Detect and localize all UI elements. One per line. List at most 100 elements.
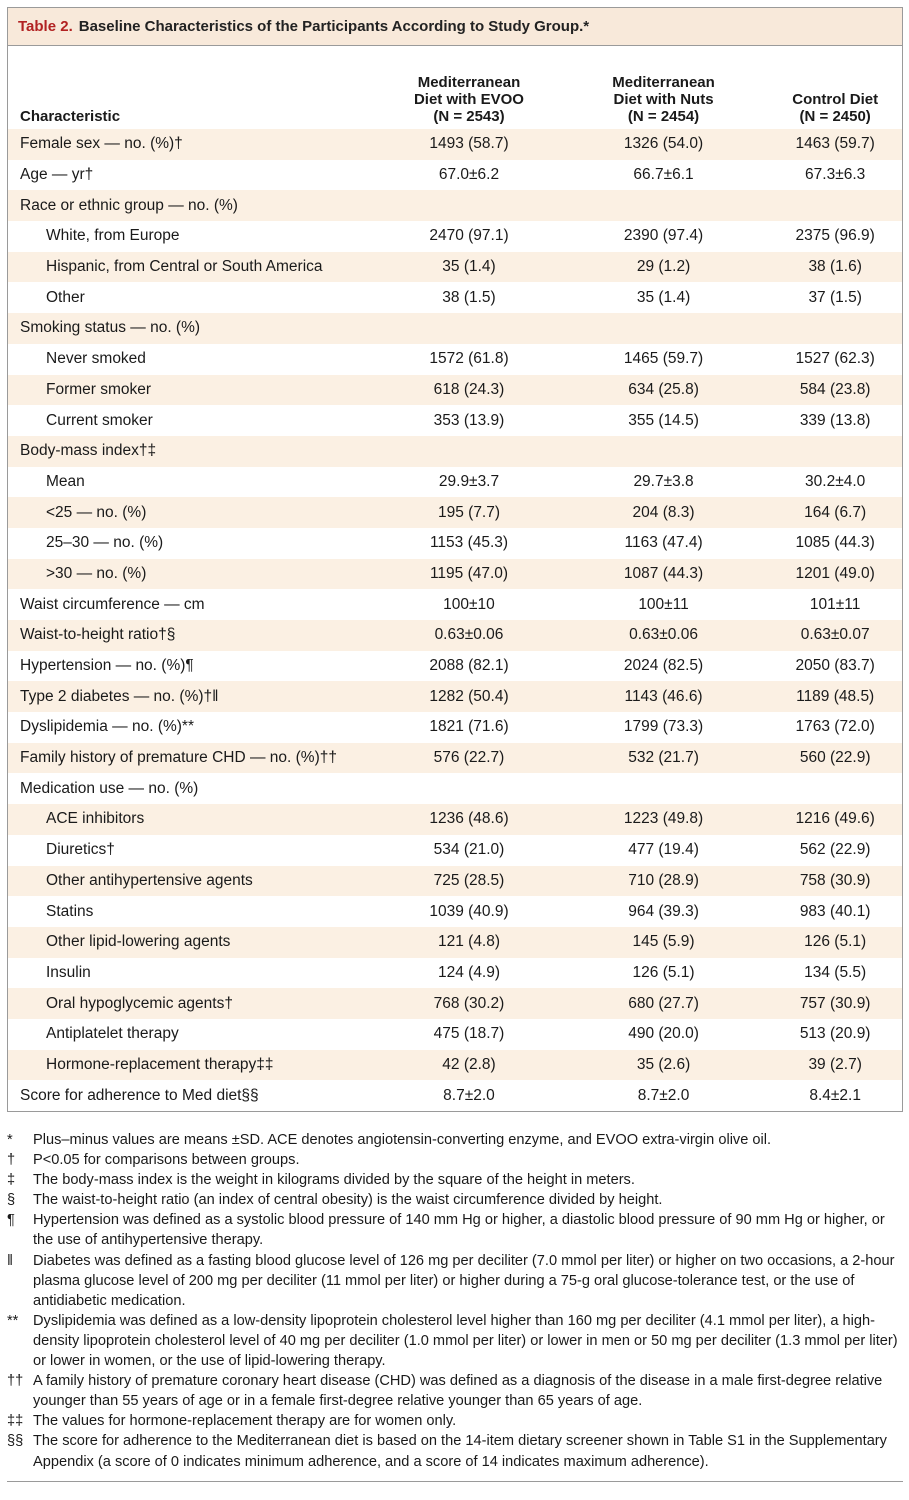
table-cell: 768 (30.2) [433,994,505,1012]
row-label: >30 — no. (%) [46,564,147,582]
row-label: Medication use — no. (%) [20,779,199,797]
row-label: Other [46,288,85,306]
table-cell: 2024 (82.5) [623,657,704,675]
table-cell: 1153 (45.3) [429,534,509,552]
table-cell: 1087 (44.3) [623,564,704,582]
table-cell: 584 (23.8) [799,380,871,398]
row-label: Other lipid-lowering agents [46,933,231,951]
table-title: Baseline Characteristics of the Particip… [78,18,590,35]
table-cell: 2375 (96.9) [795,227,875,245]
table-row: Type 2 diabetes — no. (%)†‖ 1282 (50.4) 11… [8,681,902,713]
table-row: Smoking status — no. (%) [8,313,902,344]
footnote-text: Dyslipidemia was defined as a low-densit… [33,1312,898,1370]
table-cell: 1527 (62.3) [795,350,875,368]
row-label: Other antihypertensive agents [46,871,253,889]
footnote-symbol: ** [7,1312,19,1329]
column-header-line: Mediterranean [612,74,715,91]
table-cell: 8.7±2.0 [637,1086,690,1104]
table-cell: 1216 (49.6) [795,810,875,828]
footnote-text: The score for adherence to the Mediterra… [33,1433,887,1470]
table-row: Hispanic, from Central or South America 3… [8,251,902,283]
footnote: ¶ Hypertension was defined as a systolic … [7,1210,903,1250]
column-header-line: Diet with EVOO [413,91,524,108]
table-cell: 532 (21.7) [628,749,699,767]
table-cell: 1799 (73.3) [623,718,704,736]
table-row: Former smoker 618 (24.3) 634 (25.8) 584 (23… [8,374,902,406]
baseline-table: Table 2. Baseline Characteristics of the… [7,7,903,1112]
table-cell: 710 (28.9) [628,871,699,889]
row-label: Type 2 diabetes — no. (%)†‖ [20,687,219,705]
row-label: Antiplatelet therapy [46,1025,179,1043]
column-header-evoo: Mediterranean Diet with EVOO (N = 2543) [379,74,559,125]
table-cell: 8.4±2.1 [809,1086,861,1104]
row-label: Smoking status — no. (%) [20,319,201,337]
footnote-symbol: §§ [7,1433,24,1450]
table-cell: 680 (27.7) [628,994,699,1012]
table-cell: 1763 (72.0) [795,718,875,736]
table-row: Race or ethnic group — no. (%) [8,190,902,222]
footnote-symbol: § [7,1192,16,1209]
table-row: Never smoked 1572 (61.8) 1465 (59.7) 1527 (… [8,344,902,375]
footnote-text: Hypertension was defined as a systolic b… [33,1212,885,1249]
table-row: Mean 29.9±3.7 29.7±3.8 30.2±4.0 [8,467,902,498]
table-row: Antiplatelet therapy 475 (18.7) 490 (20.0)… [8,1019,902,1050]
table-cell: 983 (40.1) [799,902,871,920]
footnote-symbol: † [7,1152,16,1169]
table-cell: 29.9±3.7 [438,472,500,490]
row-label: Waist circumference — cm [20,595,205,613]
table-row: Diuretics† 534 (21.0) 477 (19.4) 562 (22.9) [8,835,902,866]
footnote-symbol: ‖ [7,1252,14,1269]
table-row: <25 — no. (%) 195 (7.7) 204 (8.3) 164 (6.7) [8,497,902,528]
table-cell: 2050 (83.7) [795,657,875,675]
footnote: ‡‡ The values for hormone-replacement the… [7,1411,903,1431]
table-row: Medication use — no. (%) [8,773,902,804]
table-cell: 1821 (71.6) [429,718,509,736]
footnote-symbol: ¶ [7,1212,15,1229]
table-cell: 490 (20.0) [628,1025,699,1043]
table-row: Female sex — no. (%)† 1493 (58.7) 1326 (54… [8,129,902,160]
column-header-line: (N = 2454) [627,108,700,125]
table-cell: 39 (2.7) [808,1055,862,1073]
footnote: ‖ Diabetes was defined as a fasting blood… [7,1251,903,1311]
row-label: Body-mass index†‡ [20,442,157,460]
table-cell: 1201 (49.0) [795,564,875,582]
row-label: Waist-to-height ratio†§ [20,626,176,644]
table-cell: 1189 (48.5) [796,687,875,705]
column-header-nuts: Mediterranean Diet with Nuts (N = 2454) [559,74,769,125]
table-cell: 67.0±6.2 [438,166,500,184]
table-number: Table 2. [18,18,73,35]
table-cell: 758 (30.9) [799,871,871,889]
row-label: White, from Europe [46,227,180,245]
footnote: * Plus–minus values are means ±SD. ACE de… [7,1130,903,1150]
table-cell: 757 (30.9) [799,994,871,1012]
table-cell: 1143 (46.6) [624,687,703,705]
table-cell: 1236 (48.6) [429,810,509,828]
footnote-text: Plus–minus values are means ±SD. ACE den… [33,1132,772,1148]
table-row: >30 — no. (%) 1195 (47.0) 1087 (44.3) 1201 … [8,558,902,590]
column-header-line: Diet with Nuts [613,91,714,108]
table-cell: 124 (4.9) [437,963,501,981]
table-cell: 29 (1.2) [636,258,691,276]
footnote-symbol: †† [7,1373,24,1390]
row-label: Hypertension — no. (%)¶ [20,657,194,675]
table-cell: 1326 (54.0) [623,135,704,153]
row-label: Race or ethnic group — no. (%) [20,196,238,214]
column-header-control: Control Diet (N = 2450) [768,91,902,125]
footnote: † P<0.05 for comparisons between groups. [7,1150,903,1170]
table-cell: 66.7±6.1 [633,166,694,184]
table-cell: 100±10 [443,595,495,613]
row-label: Insulin [46,963,91,981]
table-cell: 126 (5.1) [804,933,867,951]
table-cell: 513 (20.9) [799,1025,871,1043]
column-header-characteristic: Characteristic [20,108,121,125]
table-cell: 475 (18.7) [433,1025,505,1043]
table-cell: 37 (1.5) [808,288,862,306]
table-row: White, from Europe 2470 (97.1) 2390 (97.4)… [8,221,902,252]
table-cell: 1282 (50.4) [429,687,509,705]
table-cell: 534 (21.0) [433,841,505,859]
footnote-text: Diabetes was defined as a fasting blood … [33,1252,895,1309]
table-cell: 1223 (49.8) [623,810,704,828]
table-caption: Table 2. Baseline Characteristics of the… [8,8,902,46]
table-cell: 964 (39.3) [628,902,699,920]
table-cell: 1039 (40.9) [429,902,509,920]
